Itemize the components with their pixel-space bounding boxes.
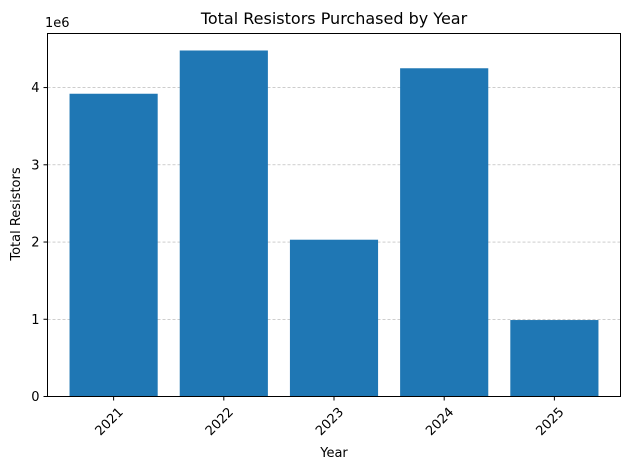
y-tick-label: 1 [31,313,39,328]
y-axis-title: Total Resistors [9,167,24,261]
x-axis-ticks: 2021 2022 2023 2024 2025 [93,396,567,439]
x-tick-label: 2022 [203,405,237,439]
y-tick-label: 3 [31,158,39,173]
bars [69,50,599,397]
y-tick-label: 4 [31,81,39,96]
bar-2023 [289,239,379,397]
bar-2025 [510,320,599,397]
x-tick-label: 2023 [313,405,347,439]
x-axis-title: Year [319,446,348,461]
y-tick-label: 0 [31,390,39,405]
x-tick-label: 2021 [93,405,127,439]
x-tick-label: 2025 [533,405,567,439]
bar-2024 [400,68,489,397]
chart-title: Total Resistors Purchased by Year [200,9,468,28]
y-tick-label: 2 [31,236,39,251]
x-tick-label: 2024 [423,405,457,439]
y-axis-scale-label: 1e6 [45,16,70,31]
y-axis-ticks: 0 1 2 3 4 [31,81,48,405]
bar-2021 [69,93,158,397]
bar-2022 [179,50,268,397]
